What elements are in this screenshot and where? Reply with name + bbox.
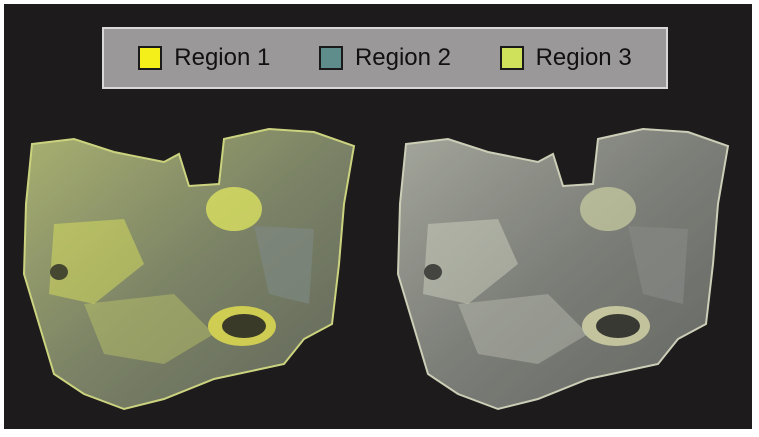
inner-wall [49, 219, 144, 304]
inner-wall [423, 219, 518, 304]
legend: Region 1 Region 2 Region 3 [102, 27, 668, 89]
engine-block-shape [396, 127, 730, 411]
port-hole [424, 264, 442, 280]
image-frame: Region 1 Region 2 Region 3 [4, 4, 752, 429]
engine-block-shape [22, 127, 356, 411]
legend-label: Region 2 [354, 44, 452, 71]
region-2-swatch [318, 46, 343, 70]
cylinder-bore [222, 314, 266, 338]
cylinder-bore [206, 187, 262, 231]
left-volume-render [22, 127, 356, 411]
legend-item-region-3: Region 3 [499, 44, 632, 72]
legend-label: Region 1 [174, 44, 271, 71]
right-volume-render [396, 127, 730, 411]
port-hole [50, 264, 68, 280]
cylinder-bore [580, 187, 636, 231]
legend-label: Region 3 [535, 44, 632, 71]
inner-wall [254, 226, 314, 304]
legend-item-region-1: Region 1 [138, 44, 270, 72]
region-3-swatch [499, 46, 524, 70]
inner-wall [458, 294, 588, 364]
region-1-swatch [138, 46, 163, 70]
inner-wall [84, 294, 214, 364]
legend-item-region-2: Region 2 [318, 44, 452, 72]
cylinder-bore [596, 314, 640, 338]
inner-wall [628, 226, 688, 304]
